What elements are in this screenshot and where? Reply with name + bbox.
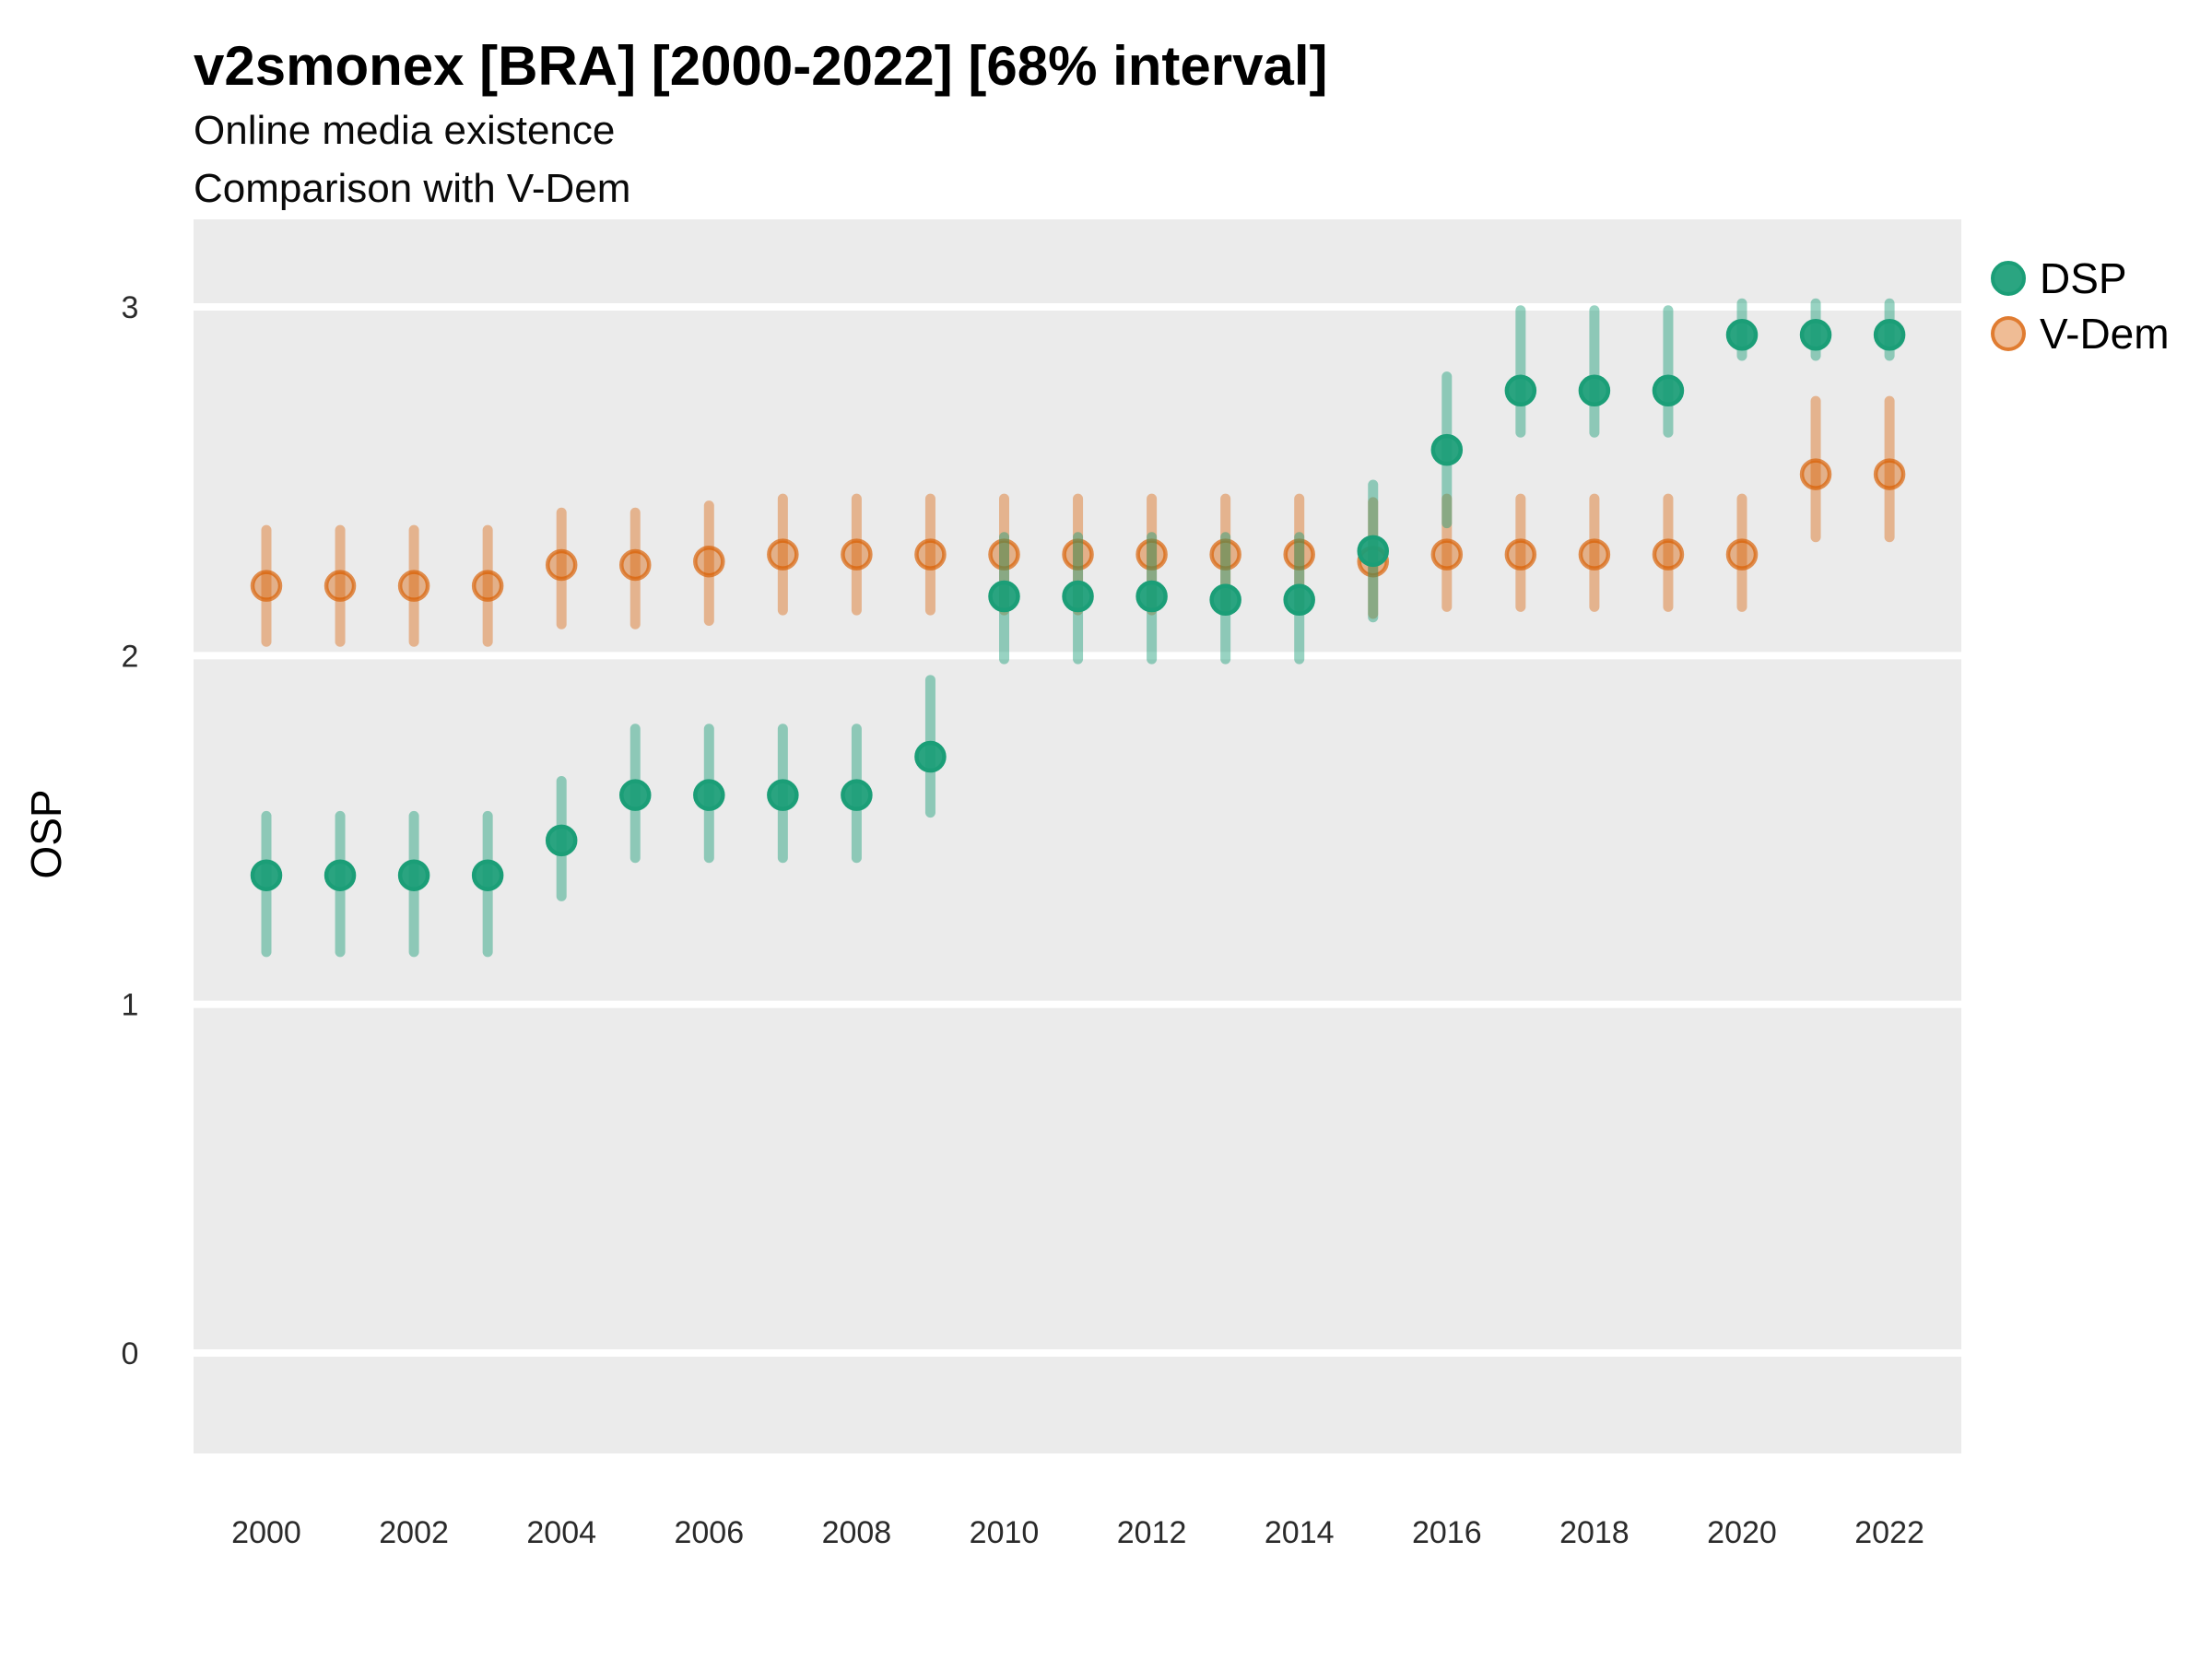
legend-swatch-dsp-icon: [1991, 261, 2026, 296]
point-vdem-2002: [397, 570, 430, 602]
chart-title: v2smonex [BRA] [2000-2022] [68% interval…: [194, 35, 1328, 97]
legend: DSP V-Dem: [1991, 251, 2170, 361]
point-vdem-2000: [250, 570, 283, 602]
chart-subtitle-line2: Comparison with V-Dem: [194, 166, 631, 211]
point-vdem-2005: [619, 548, 652, 582]
point-dsp-2016: [1430, 433, 1464, 466]
point-dsp-2008: [841, 779, 873, 811]
point-dsp-2017: [1504, 374, 1537, 407]
point-dsp-2015: [1357, 535, 1389, 568]
y-axis-title: OSP: [22, 789, 70, 879]
point-vdem-2014: [1283, 538, 1315, 571]
point-vdem-2011: [1062, 538, 1094, 571]
point-dsp-2014: [1283, 583, 1315, 617]
x-tick-label-2004: 2004: [526, 1515, 596, 1550]
point-dsp-2022: [1873, 319, 1906, 351]
panel-background: [194, 219, 1961, 1453]
point-dsp-2007: [767, 779, 799, 811]
point-vdem-2009: [914, 538, 947, 571]
point-vdem-2001: [324, 570, 357, 602]
point-dsp-2019: [1652, 374, 1685, 407]
x-tick-label-2022: 2022: [1854, 1515, 1924, 1550]
point-dsp-2011: [1062, 580, 1094, 613]
point-vdem-2004: [545, 548, 578, 582]
y-tick-label-0: 0: [122, 1336, 139, 1371]
point-dsp-2018: [1578, 374, 1611, 407]
y-tick-label-3: 3: [122, 290, 139, 325]
x-tick-label-2018: 2018: [1559, 1515, 1630, 1550]
x-tick-label-2008: 2008: [822, 1515, 892, 1550]
point-vdem-2003: [471, 570, 504, 602]
point-vdem-2016: [1430, 538, 1464, 571]
point-vdem-2006: [693, 545, 725, 578]
x-tick-label-2012: 2012: [1117, 1515, 1187, 1550]
chart-subtitle-line1: Online media existence: [194, 108, 616, 153]
point-vdem-2012: [1135, 538, 1168, 571]
legend-swatch-vdem-icon: [1991, 316, 2026, 351]
point-dsp-2006: [693, 779, 725, 811]
point-vdem-2010: [988, 538, 1020, 571]
legend-item-dsp: DSP: [1991, 251, 2170, 306]
point-vdem-2021: [1799, 458, 1832, 490]
point-dsp-2013: [1209, 583, 1241, 617]
point-vdem-2019: [1652, 538, 1685, 571]
y-tick-label-1: 1: [122, 988, 139, 1023]
x-tick-label-2006: 2006: [674, 1515, 744, 1550]
point-vdem-2017: [1504, 538, 1537, 571]
point-dsp-2000: [250, 859, 283, 891]
point-dsp-2020: [1725, 319, 1759, 351]
point-dsp-2003: [471, 859, 504, 891]
y-tick-label-2: 2: [122, 639, 139, 674]
point-vdem-2013: [1209, 538, 1241, 571]
point-vdem-2020: [1725, 538, 1759, 571]
x-tick-label-2016: 2016: [1412, 1515, 1482, 1550]
point-vdem-2018: [1578, 538, 1611, 571]
legend-label-vdem: V-Dem: [2040, 310, 2170, 358]
point-dsp-2009: [914, 740, 947, 773]
x-tick-label-2010: 2010: [970, 1515, 1040, 1550]
point-dsp-2021: [1799, 319, 1832, 351]
x-tick-label-2020: 2020: [1707, 1515, 1777, 1550]
point-vdem-2022: [1873, 458, 1906, 490]
point-dsp-2001: [324, 859, 357, 891]
point-dsp-2002: [397, 859, 430, 891]
x-tick-label-2002: 2002: [379, 1515, 449, 1550]
point-vdem-2008: [841, 538, 873, 571]
legend-label-dsp: DSP: [2040, 254, 2127, 302]
point-dsp-2005: [619, 779, 652, 811]
point-dsp-2012: [1135, 580, 1168, 613]
x-tick-label-2014: 2014: [1265, 1515, 1335, 1550]
point-dsp-2004: [545, 824, 578, 857]
point-dsp-2010: [988, 580, 1020, 613]
point-vdem-2007: [767, 538, 799, 571]
legend-item-vdem: V-Dem: [1991, 306, 2170, 361]
x-tick-label-2000: 2000: [231, 1515, 301, 1550]
